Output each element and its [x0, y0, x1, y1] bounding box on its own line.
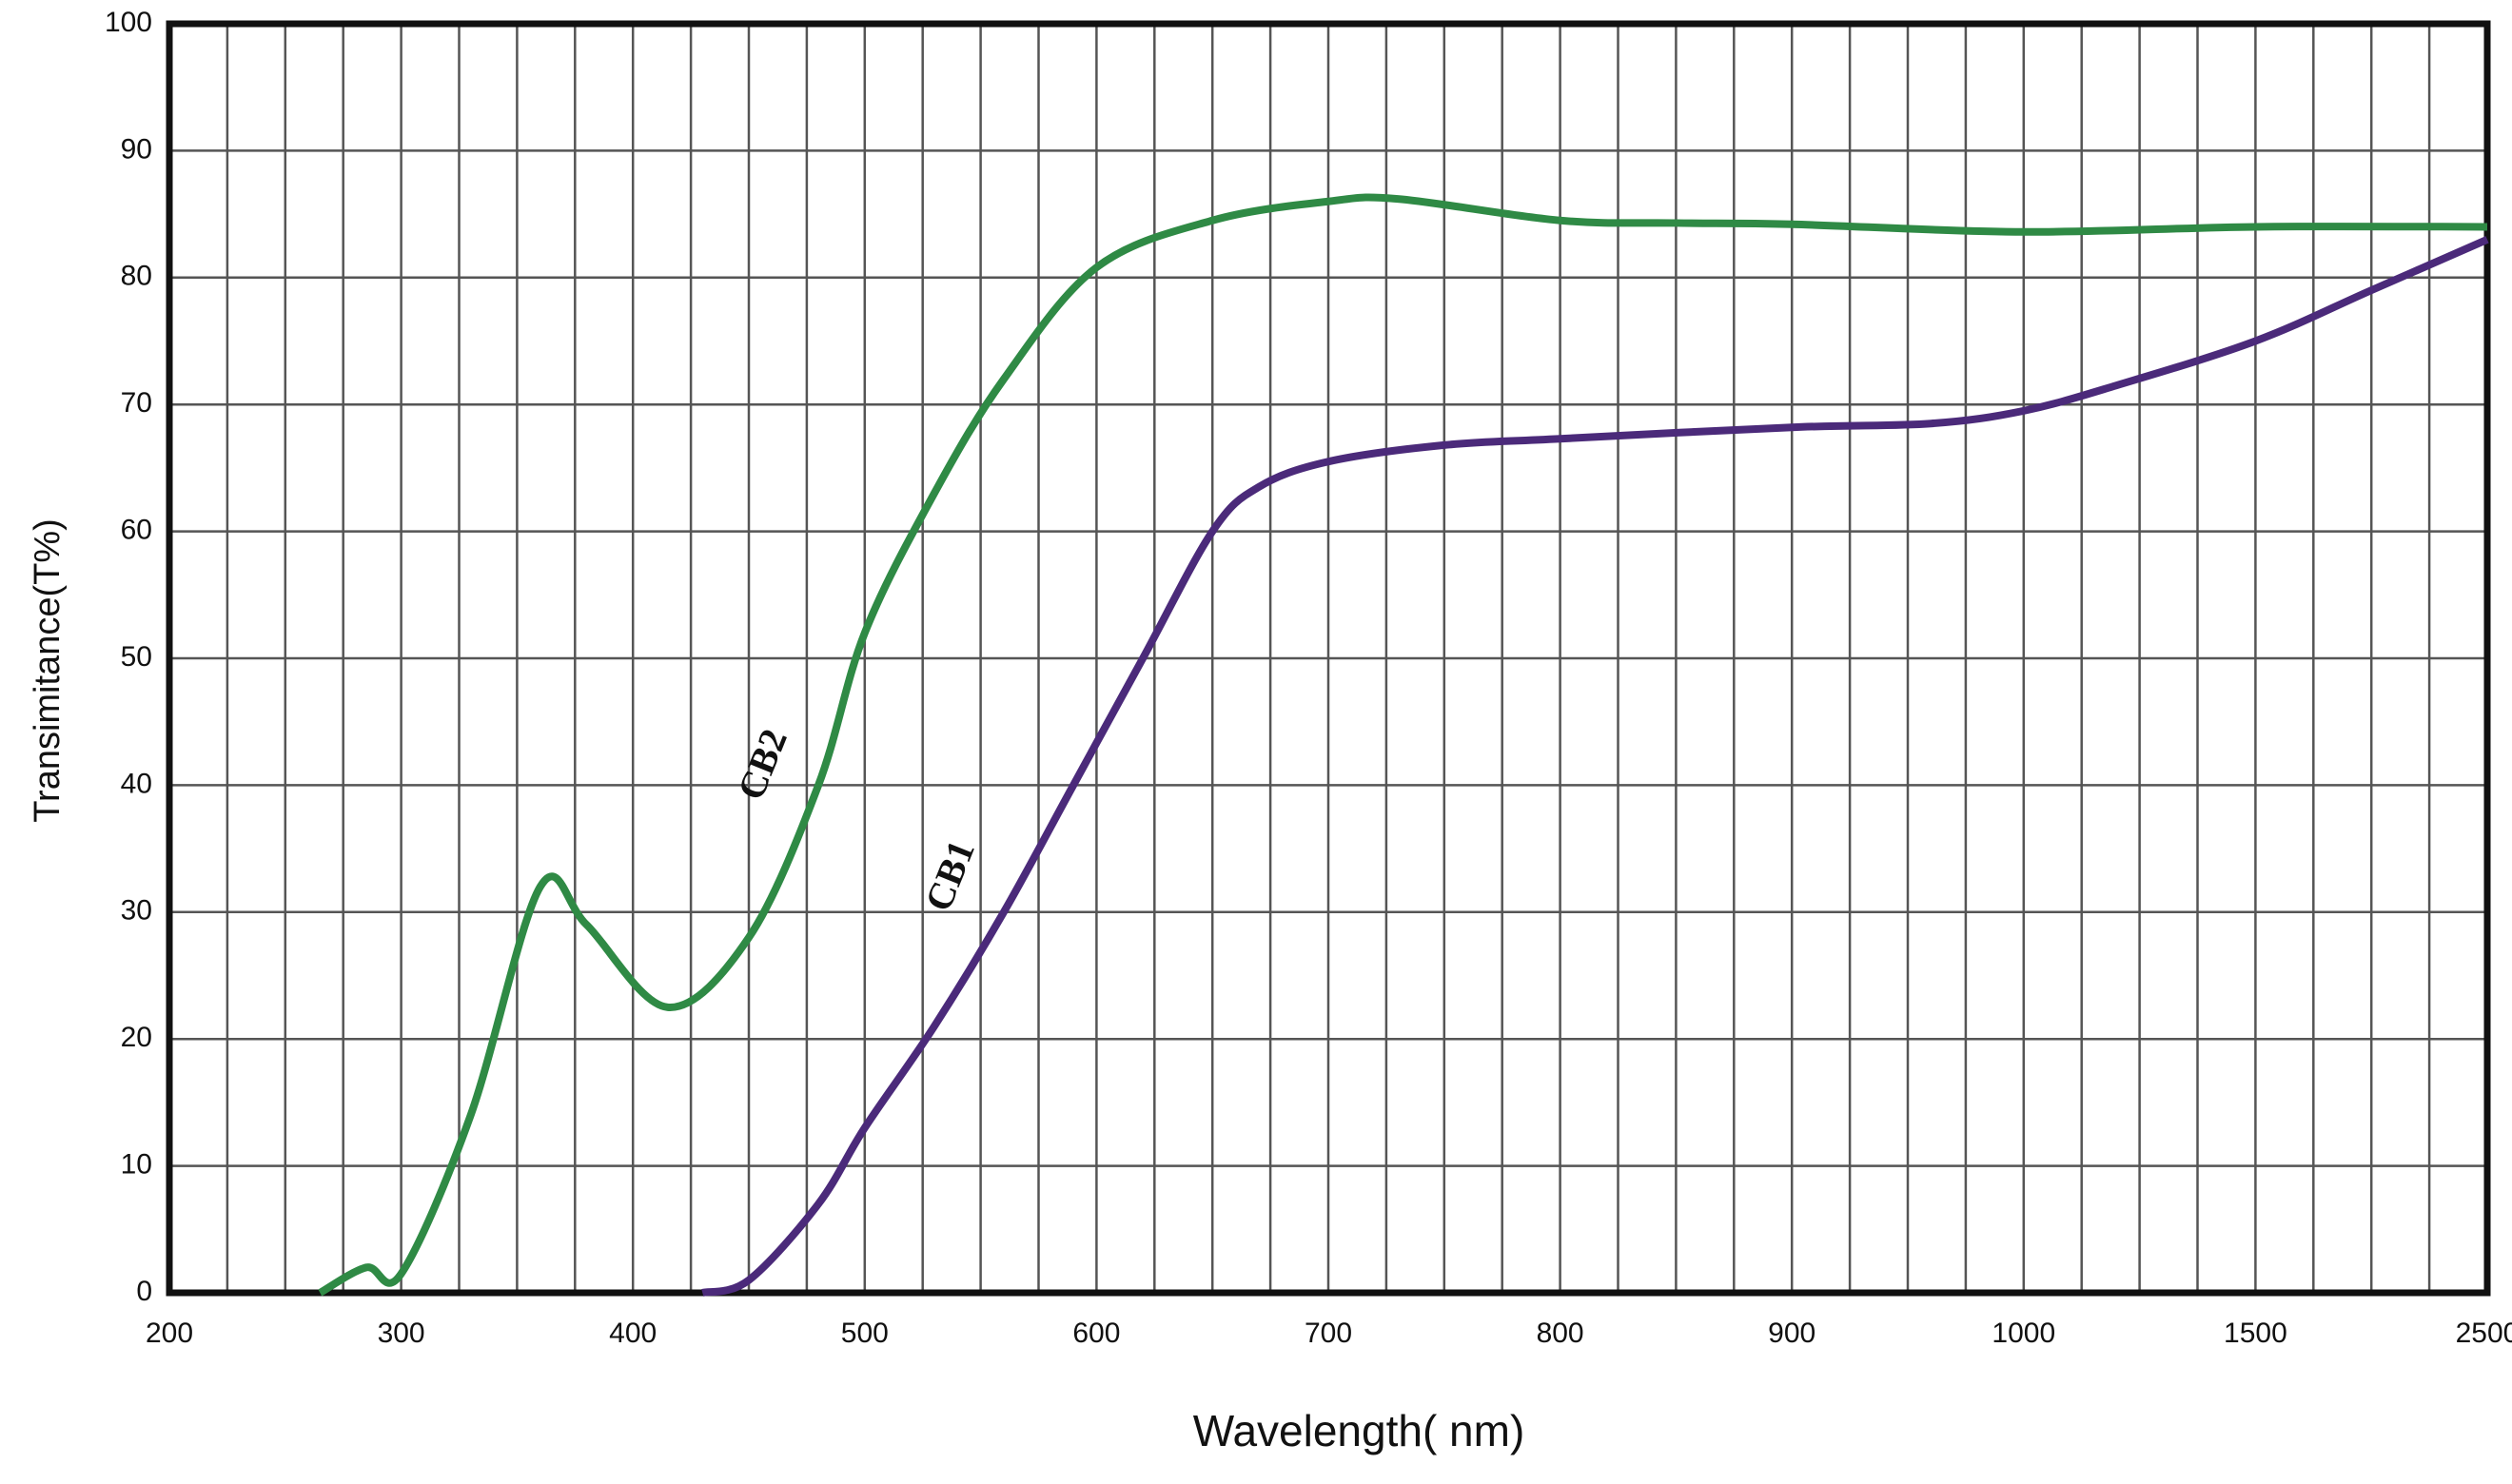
x-tick-label: 600 — [1072, 1318, 1120, 1349]
x-tick-label: 1500 — [2224, 1318, 2287, 1349]
x-tick-label: 700 — [1305, 1318, 1352, 1349]
series-label: CB1 — [916, 834, 983, 917]
y-tick-label: 100 — [105, 7, 152, 38]
x-tick-label: 900 — [1768, 1318, 1815, 1349]
x-tick-label: 2500 — [2456, 1318, 2512, 1349]
x-axis-label: Wavelength( nm) — [1193, 1406, 1525, 1455]
x-tick-label: 300 — [378, 1318, 425, 1349]
x-tick-label: 400 — [609, 1318, 657, 1349]
y-tick-label: 60 — [121, 515, 152, 546]
y-tick-label: 20 — [121, 1022, 152, 1053]
line-series — [318, 193, 2488, 1297]
x-tick-label: 800 — [1537, 1318, 1584, 1349]
y-tick-label: 40 — [121, 768, 152, 799]
y-tick-label: 90 — [121, 133, 152, 165]
y-tick-label: 70 — [121, 387, 152, 419]
y-tick-label: 10 — [121, 1149, 152, 1181]
x-tick-label: 1000 — [1992, 1318, 2055, 1349]
x-tick-label: 200 — [146, 1318, 193, 1349]
y-tick-label: 0 — [136, 1276, 152, 1307]
y-tick-label: 30 — [121, 895, 152, 927]
line-series — [701, 236, 2489, 1297]
series-label: CB2 — [729, 723, 795, 806]
plot-frame — [166, 20, 2491, 1297]
y-tick-label: 80 — [121, 261, 152, 292]
y-tick-label: 50 — [121, 641, 152, 673]
x-tick-label: 500 — [841, 1318, 889, 1349]
y-axis-label: Transimitance(T%) — [28, 518, 68, 823]
